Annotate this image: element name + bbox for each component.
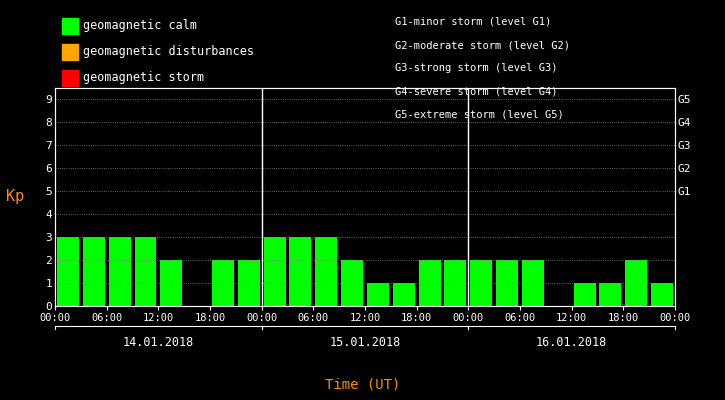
Bar	[109, 237, 130, 306]
Bar	[600, 283, 621, 306]
Bar	[212, 260, 234, 306]
Bar	[496, 260, 518, 306]
Text: geomagnetic storm: geomagnetic storm	[83, 72, 204, 84]
Bar	[160, 260, 182, 306]
Bar	[83, 237, 105, 306]
Text: geomagnetic calm: geomagnetic calm	[83, 20, 197, 32]
Text: G3-strong storm (level G3): G3-strong storm (level G3)	[395, 64, 558, 74]
Text: G2-moderate storm (level G2): G2-moderate storm (level G2)	[395, 40, 570, 50]
Bar	[367, 283, 389, 306]
Bar	[393, 283, 415, 306]
Text: geomagnetic disturbances: geomagnetic disturbances	[83, 46, 254, 58]
Bar	[289, 237, 312, 306]
Bar	[471, 260, 492, 306]
Bar	[625, 260, 647, 306]
Text: G4-severe storm (level G4): G4-severe storm (level G4)	[395, 87, 558, 97]
Text: G5-extreme storm (level G5): G5-extreme storm (level G5)	[395, 110, 564, 120]
Bar	[651, 283, 673, 306]
Bar	[418, 260, 441, 306]
Text: G1-minor storm (level G1): G1-minor storm (level G1)	[395, 17, 552, 27]
Bar	[444, 260, 466, 306]
Text: Kp: Kp	[6, 190, 24, 204]
Bar	[522, 260, 544, 306]
Bar	[135, 237, 157, 306]
Text: 15.01.2018: 15.01.2018	[329, 336, 401, 348]
Bar	[57, 237, 79, 306]
Text: 16.01.2018: 16.01.2018	[536, 336, 608, 348]
Bar	[315, 237, 337, 306]
Bar	[264, 237, 286, 306]
Bar	[341, 260, 363, 306]
Bar	[573, 283, 595, 306]
Text: Time (UT): Time (UT)	[325, 378, 400, 392]
Bar	[238, 260, 260, 306]
Text: 14.01.2018: 14.01.2018	[123, 336, 194, 348]
